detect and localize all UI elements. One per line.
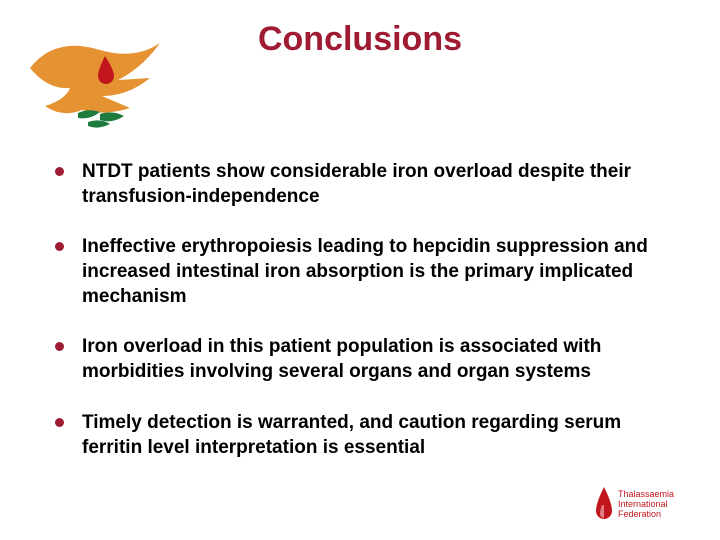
footer-logo: Thalassaemia International Federation [590, 480, 700, 530]
bullet-dot-icon [55, 242, 64, 251]
bullet-text: Ineffective erythropoiesis leading to he… [82, 235, 665, 309]
slide-title: Conclusions [0, 20, 720, 59]
bullet-dot-icon [55, 418, 64, 427]
bullet-text: Timely detection is warranted, and cauti… [82, 411, 665, 460]
bullet-text: Iron overload in this patient population… [82, 335, 665, 384]
bullet-item: Ineffective erythropoiesis leading to he… [55, 235, 665, 309]
bullet-list: NTDT patients show considerable iron ove… [55, 160, 665, 486]
bullet-item: Iron overload in this patient population… [55, 335, 665, 384]
bullet-item: Timely detection is warranted, and cauti… [55, 411, 665, 460]
bullet-dot-icon [55, 342, 64, 351]
bullet-dot-icon [55, 167, 64, 176]
bullet-text: NTDT patients show considerable iron ove… [82, 160, 665, 209]
footer-org-name: Thalassaemia International Federation [618, 490, 674, 520]
bullet-item: NTDT patients show considerable iron ove… [55, 160, 665, 209]
drop-icon [590, 485, 618, 525]
footer-line: Federation [618, 510, 674, 520]
